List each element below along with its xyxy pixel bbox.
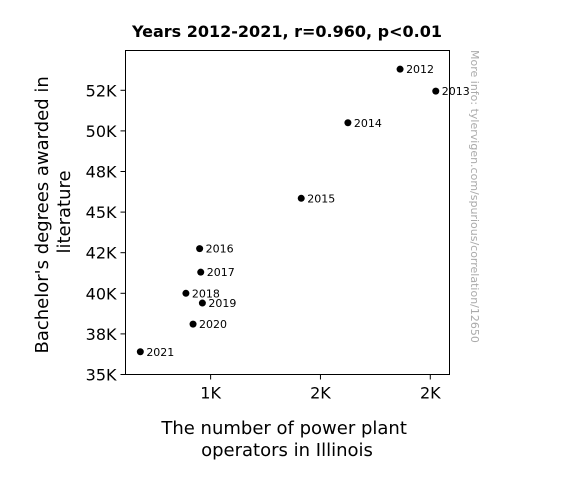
x-tick-label: 1K — [200, 384, 221, 403]
y-tick-label: 48K — [86, 162, 117, 181]
data-point-label: 2015 — [307, 192, 335, 205]
y-tick-label: 52K — [86, 81, 117, 100]
data-point — [344, 119, 352, 127]
chart-title: Years 2012-2021, r=0.960, p<0.01 — [131, 22, 442, 41]
data-point — [198, 299, 206, 307]
x-tick-label: 2K — [310, 384, 331, 403]
x-axis-label-line-1: The number of power plant — [160, 418, 407, 439]
y-tick-label: 50K — [86, 122, 117, 141]
y-axis-label-line-2: literature — [54, 170, 75, 253]
y-tick-label: 45K — [86, 203, 117, 222]
y-tick-label: 42K — [86, 244, 117, 263]
data-point-label: 2020 — [199, 318, 227, 331]
y-axis: 35K 38K 40K 42K 45K 48K 50K 52K — [86, 81, 126, 385]
y-tick-label: 38K — [86, 325, 117, 344]
data-point-label: 2012 — [406, 63, 434, 76]
data-point-label: 2021 — [146, 346, 174, 359]
x-axis-label: The number of power plant operators in I… — [160, 418, 412, 461]
data-point — [182, 289, 190, 297]
data-point — [136, 348, 144, 356]
y-tick-label: 40K — [86, 284, 117, 303]
plot-area — [125, 50, 450, 375]
x-tick-label: 2K — [420, 384, 441, 403]
y-tick-label: 35K — [86, 366, 117, 385]
data-point — [396, 65, 404, 73]
x-axis: 1K 2K 2K — [200, 374, 441, 403]
data-point — [197, 268, 205, 276]
data-point-label: 2017 — [207, 266, 235, 279]
x-axis-label-line-2: operators in Illinois — [201, 440, 373, 461]
data-point — [297, 194, 305, 202]
y-axis-label: Bachelor's degrees awarded in literature — [32, 70, 75, 353]
data-point — [189, 320, 197, 328]
data-point — [196, 245, 204, 253]
data-point-label: 2019 — [208, 297, 236, 310]
y-axis-label-line-1: Bachelor's degrees awarded in — [32, 76, 53, 353]
data-point-label: 2014 — [354, 117, 382, 130]
data-point-label: 2013 — [442, 85, 470, 98]
data-point-label: 2016 — [206, 243, 234, 256]
data-point-label: 2018 — [192, 287, 220, 300]
watermark-text: More info: tylervigen.com/spurious/corre… — [468, 50, 481, 343]
data-point — [432, 87, 440, 95]
